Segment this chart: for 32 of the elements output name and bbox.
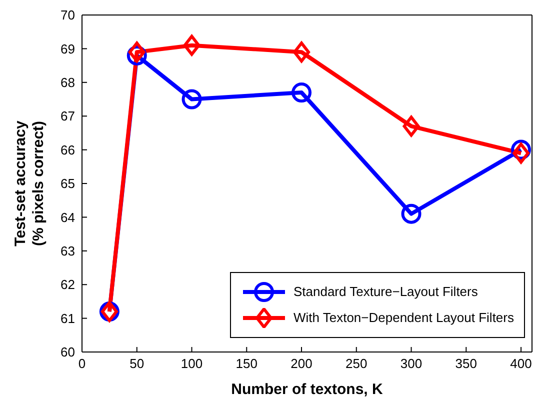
x-tick-label: 300 xyxy=(400,356,422,372)
x-axis-title: Number of textons, K xyxy=(231,381,383,398)
point xyxy=(128,42,146,63)
y-tick-label: 70 xyxy=(60,8,75,23)
point xyxy=(512,142,530,164)
x-tick-label: 400 xyxy=(510,356,532,372)
x-tick-label: 0 xyxy=(78,356,86,372)
y-tick-label: 65 xyxy=(60,176,75,192)
x-tick-label: 250 xyxy=(346,356,368,372)
y-tick-label: 68 xyxy=(60,75,75,90)
point xyxy=(402,116,420,137)
point xyxy=(292,82,312,103)
y-tick-label: 66 xyxy=(60,142,75,158)
y-axis-title: Test-set accuracy (% pixels correct) xyxy=(12,120,47,246)
point xyxy=(183,34,200,56)
legend-label: With Texton−Dependent Layout Filters xyxy=(293,309,514,327)
y-tick-label: 69 xyxy=(60,41,75,56)
y-tick-label: 63 xyxy=(60,244,75,259)
x-tick-label: 150 xyxy=(236,356,258,372)
point xyxy=(401,204,422,224)
y-tick-label: 62 xyxy=(60,277,75,292)
y-tick-label: 61 xyxy=(60,310,75,326)
y-tick-label: 64 xyxy=(60,210,75,225)
y-tick-label: 67 xyxy=(60,108,75,124)
x-tick-label: 350 xyxy=(455,356,477,372)
point xyxy=(182,89,202,110)
x-tick-label: 200 xyxy=(290,356,312,372)
legend-label: Standard Texture−Layout Filters xyxy=(293,283,478,301)
y-tick-label: 60 xyxy=(60,344,75,360)
x-tick-label: 100 xyxy=(180,356,203,372)
x-tick-label: 50 xyxy=(130,356,144,372)
point xyxy=(293,42,310,63)
